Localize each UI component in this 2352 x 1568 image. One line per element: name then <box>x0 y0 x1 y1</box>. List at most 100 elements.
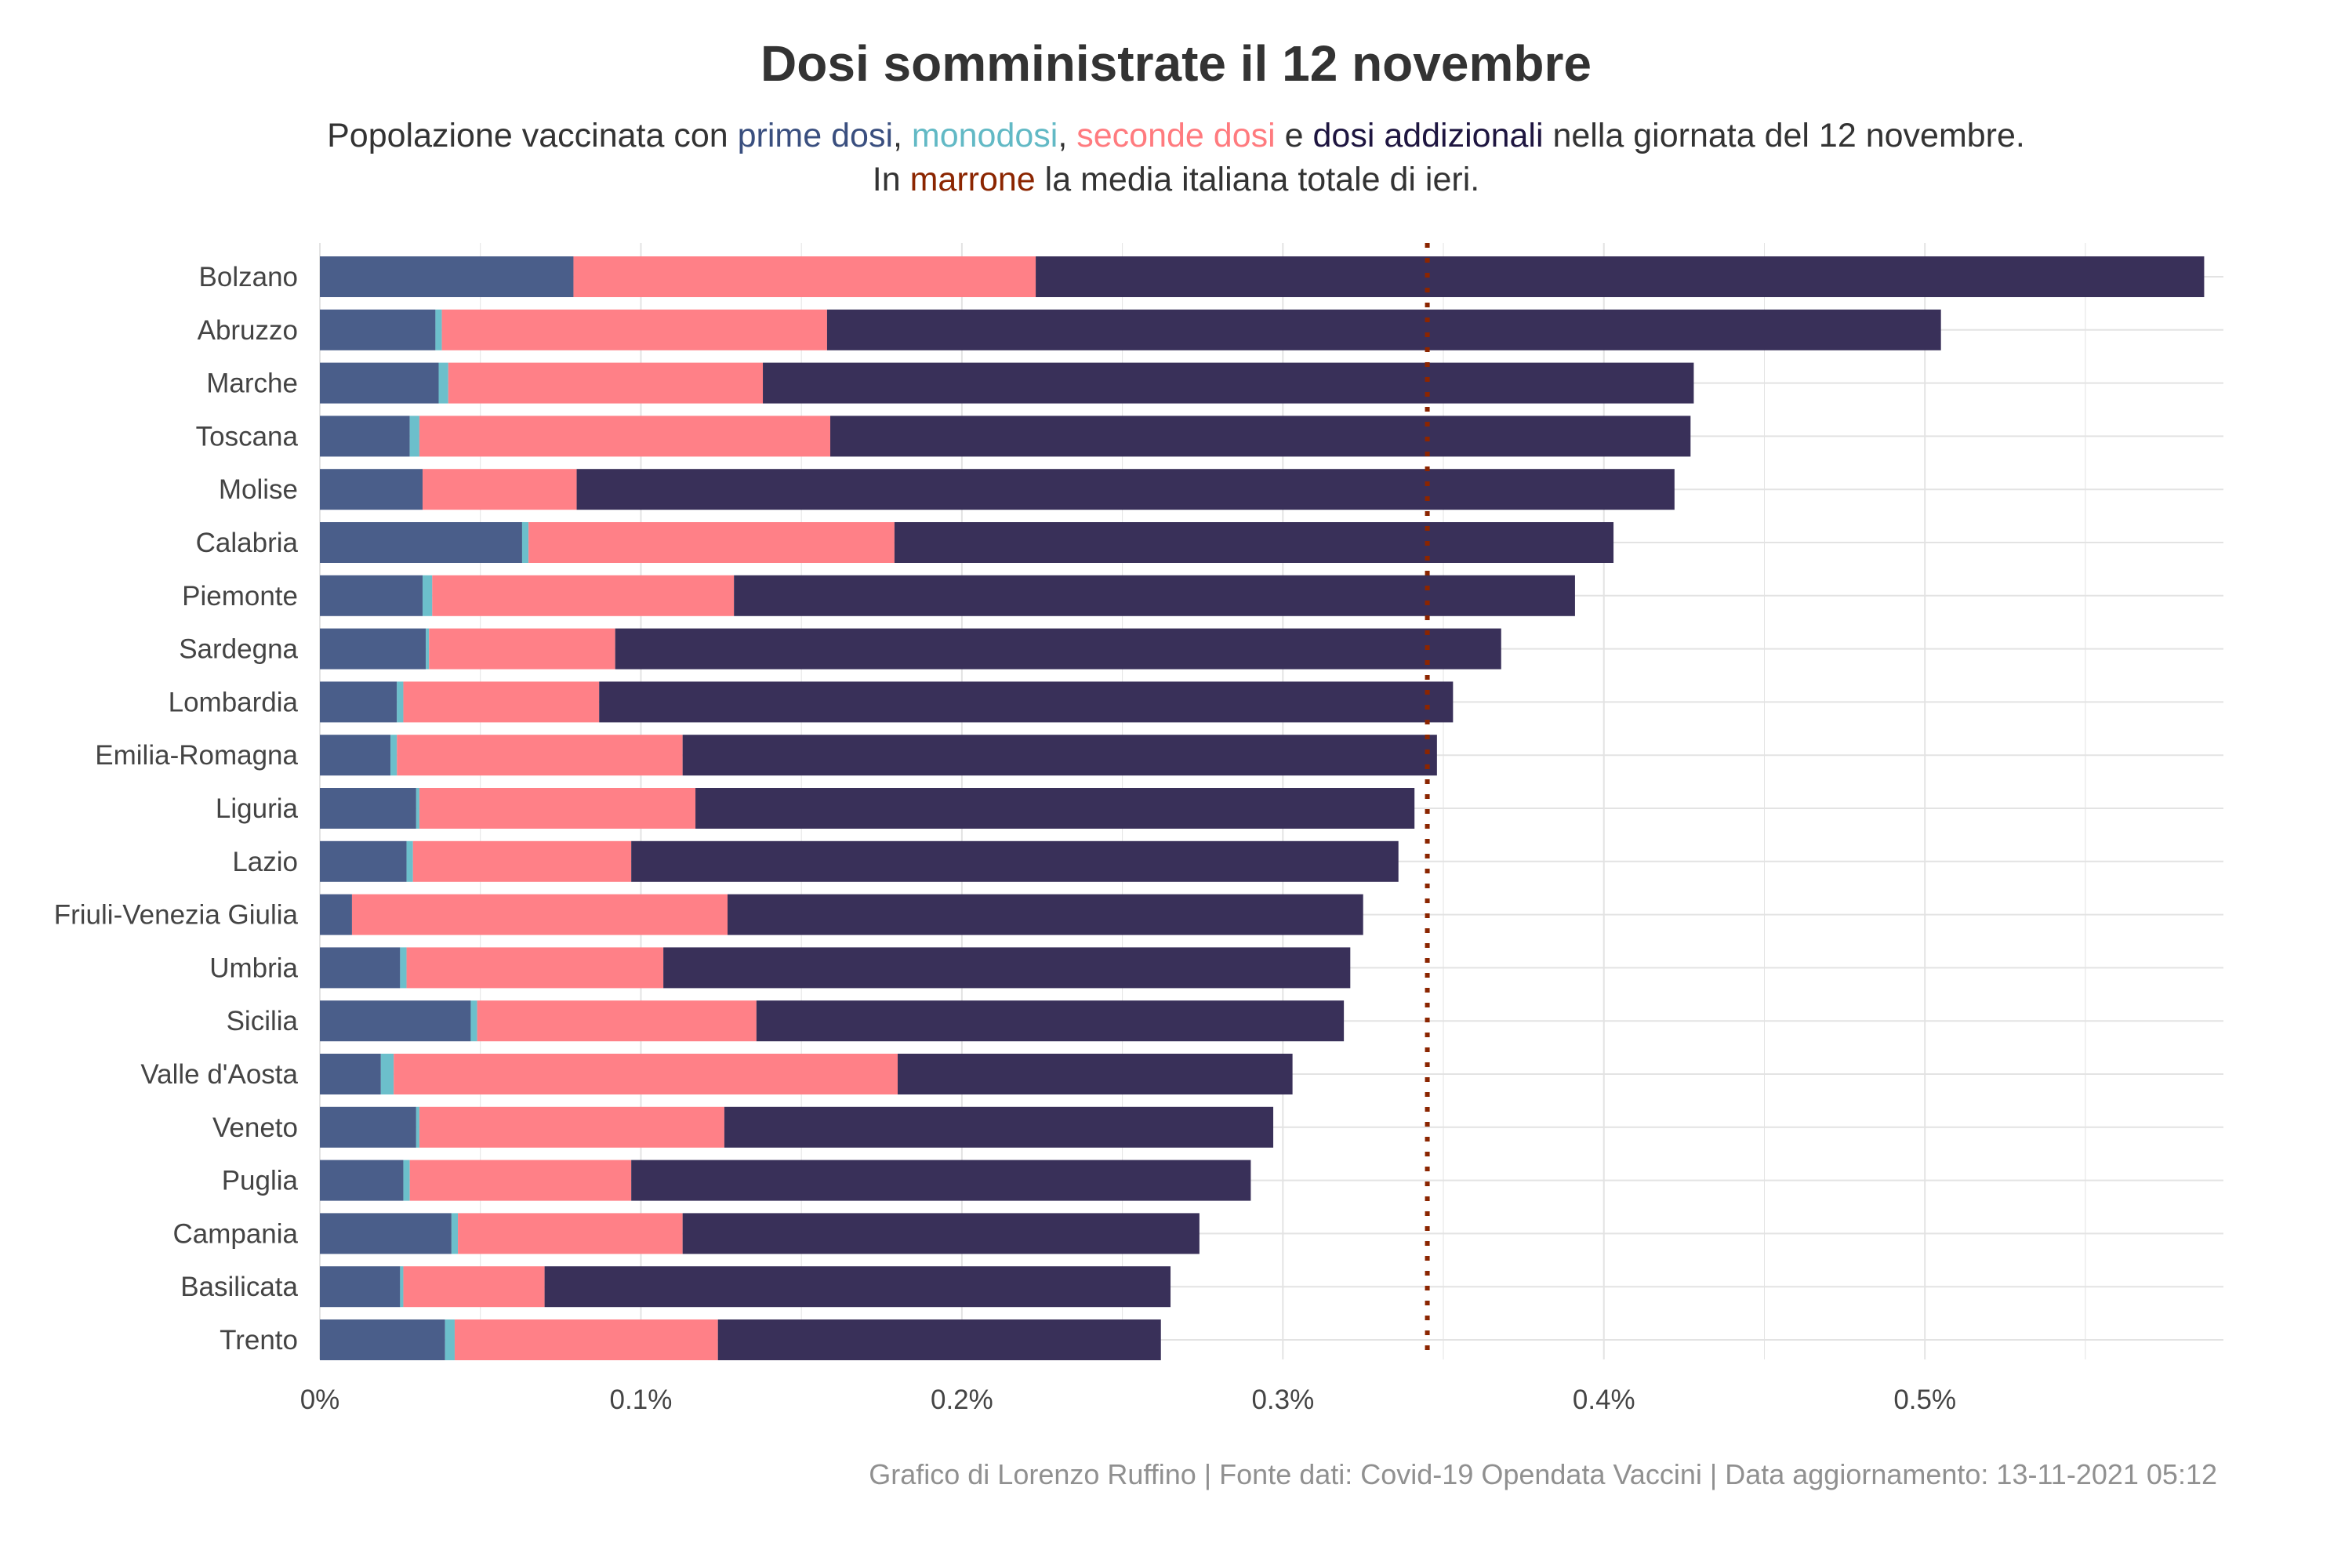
category-label: Molise <box>219 474 298 505</box>
bar-segment-prime <box>320 840 407 882</box>
category-label: Piemonte <box>182 581 298 612</box>
category-label: Liguria <box>216 793 299 824</box>
category-label: Veneto <box>212 1112 298 1143</box>
bar-segment-mono <box>400 947 407 989</box>
bar-segment-seconde <box>477 1000 757 1042</box>
category-label: Sicilia <box>227 1006 299 1036</box>
x-tick-label: 0.2% <box>931 1385 993 1415</box>
bar-segment-prime <box>320 628 426 670</box>
bar-segment-prime <box>320 522 522 563</box>
bar-segment-addizionali <box>599 681 1454 723</box>
subtitle-separator: , <box>893 117 912 154</box>
bar-segment-seconde <box>403 681 600 723</box>
legend-monodosi: monodosi <box>911 117 1058 154</box>
bar-segment-prime <box>320 681 397 723</box>
bar-segment-prime <box>320 735 391 776</box>
subtitle-text: In <box>872 161 910 198</box>
bar-segment-prime <box>320 1266 401 1308</box>
bar-segment-seconde <box>351 894 728 935</box>
bar-segment-mono <box>397 681 404 723</box>
bar-segment-mono <box>380 1054 394 1094</box>
bar-segment-seconde <box>403 1266 545 1308</box>
legend-prime-dosi: prime dosi <box>737 117 893 154</box>
bar-segment-seconde <box>409 1160 632 1201</box>
subtitle-line-2: In marrone la media italiana totale di i… <box>0 158 2352 201</box>
bar-segment-addizionali <box>717 1319 1161 1360</box>
bar-segment-mono <box>426 628 430 670</box>
bar-segment-mono <box>416 788 419 829</box>
bar-segment-addizionali <box>631 1160 1251 1201</box>
bar-segment-mono <box>409 416 419 457</box>
bar-segment-addizionali <box>826 309 1941 350</box>
bar-segment-addizionali <box>615 628 1501 670</box>
bar-segment-seconde <box>412 840 632 882</box>
subtitle-line-1: Popolazione vaccinata con prime dosi, mo… <box>0 114 2352 158</box>
bar-segment-seconde <box>419 1106 724 1148</box>
bar-segment-mono <box>445 1319 455 1360</box>
category-label: Lazio <box>232 847 298 877</box>
bar-segment-prime <box>320 1000 471 1042</box>
legend-seconde-dosi: seconde dosi <box>1076 117 1276 154</box>
bar-segment-mono <box>400 1266 404 1308</box>
bar-segment-mono <box>470 1000 477 1042</box>
bar-segment-seconde <box>454 1319 718 1360</box>
x-tick-label: 0% <box>300 1385 340 1415</box>
x-tick-label: 0.4% <box>1573 1385 1635 1415</box>
bar-segment-addizionali <box>663 947 1351 989</box>
bar-segment-prime <box>320 894 352 935</box>
bar-segment-seconde <box>419 788 696 829</box>
bar-segment-seconde <box>394 1054 898 1094</box>
bar-segment-mono <box>521 522 529 563</box>
bar-segment-seconde <box>458 1213 683 1254</box>
category-label: Trento <box>220 1325 298 1356</box>
bar-segment-prime <box>320 788 416 829</box>
chart-title: Dosi somministrate il 12 novembre <box>760 35 1592 92</box>
category-label: Abruzzo <box>198 315 298 346</box>
bar-segment-addizionali <box>727 894 1363 935</box>
bar-segment-addizionali <box>897 1054 1293 1094</box>
chart-caption: Grafico di Lorenzo Ruffino | Fonte dati:… <box>869 1458 2217 1490</box>
bar-segment-addizionali <box>695 788 1415 829</box>
bar-segment-prime <box>320 1106 416 1148</box>
category-label: Calabria <box>196 528 299 558</box>
category-label: Bolzano <box>199 262 298 292</box>
category-label: Basilicata <box>180 1272 298 1302</box>
bar-segment-prime <box>320 1054 381 1094</box>
bar-segment-addizionali <box>631 840 1399 882</box>
bar-segment-prime <box>320 469 423 510</box>
subtitle-text: Popolazione vaccinata con <box>327 117 738 154</box>
bar-segment-addizionali <box>763 362 1694 404</box>
legend-dosi-addizionali: dosi addizionali <box>1312 117 1544 154</box>
bar-segment-seconde <box>441 309 827 350</box>
bar-segment-mono <box>406 840 413 882</box>
category-label: Lombardia <box>169 687 299 717</box>
bar-segment-prime <box>320 575 423 616</box>
bar-segment-seconde <box>397 735 683 776</box>
bar-segment-mono <box>390 735 397 776</box>
bar-segment-addizionali <box>576 469 1675 510</box>
bar-segment-addizionali <box>894 522 1614 563</box>
bar-segment-seconde <box>432 575 735 616</box>
bar-segment-mono <box>451 1213 459 1254</box>
chart-subtitle: Popolazione vaccinata con prime dosi, mo… <box>0 114 2352 201</box>
category-label: Valle d'Aosta <box>140 1059 298 1090</box>
category-label: Puglia <box>222 1166 299 1196</box>
bar-segment-prime <box>320 1213 452 1254</box>
bar-segment-addizionali <box>544 1266 1171 1308</box>
bar-segment-mono <box>416 1106 419 1148</box>
bar-segment-prime <box>320 1160 404 1201</box>
subtitle-text: nella giornata del 12 novembre. <box>1543 117 2025 154</box>
bar-segment-prime <box>320 256 574 297</box>
bar-segment-addizionali <box>682 735 1437 776</box>
bar-segment-seconde <box>419 416 831 457</box>
category-label: Campania <box>172 1218 298 1249</box>
bar-segment-addizionali <box>724 1106 1274 1148</box>
category-label: Toscana <box>196 421 299 452</box>
subtitle-text: la media italiana totale di ieri. <box>1035 161 1480 198</box>
bar-segment-mono <box>423 575 433 616</box>
legend-media-italiana: marrone <box>909 161 1036 198</box>
bar-segment-addizionali <box>756 1000 1345 1042</box>
bar-segment-addizionali <box>682 1213 1200 1254</box>
subtitle-separator: , <box>1058 117 1077 154</box>
